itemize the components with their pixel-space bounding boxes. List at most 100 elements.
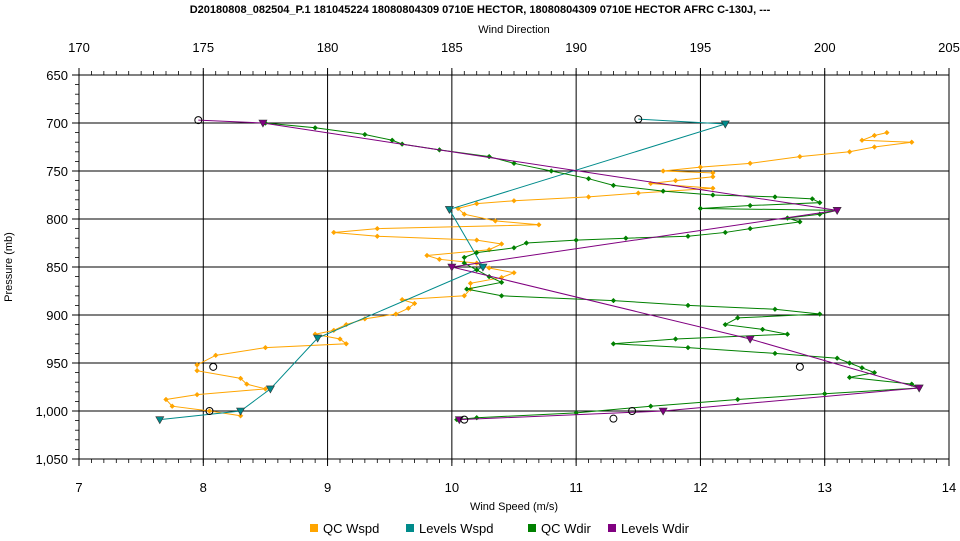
data-point	[194, 391, 200, 398]
data-point	[747, 225, 753, 232]
data-point	[511, 270, 517, 276]
series-line	[159, 118, 726, 421]
legend-swatch	[310, 524, 318, 532]
data-point	[461, 254, 468, 261]
data-point	[343, 321, 349, 328]
data-point	[623, 235, 629, 241]
bottom-tick-label: 9	[324, 480, 331, 495]
data-point	[672, 177, 679, 184]
top-tick-label: 185	[441, 40, 463, 55]
data-point	[464, 286, 470, 292]
data-point	[610, 341, 617, 347]
y-tick-label: 750	[46, 164, 68, 179]
data-point	[832, 207, 842, 215]
series-line	[164, 132, 912, 417]
data-point	[473, 267, 480, 273]
data-point	[647, 403, 654, 409]
data-point	[871, 132, 878, 139]
series-qc-wdir	[262, 120, 922, 423]
data-point	[610, 297, 617, 304]
data-point	[809, 196, 816, 202]
data-point	[914, 384, 924, 393]
top-tick-label: 175	[192, 40, 214, 55]
legend-swatch	[608, 524, 616, 532]
data-point	[331, 229, 337, 236]
data-point	[685, 302, 691, 309]
data-point	[658, 407, 668, 416]
data-point	[722, 229, 729, 236]
data-point	[473, 200, 480, 207]
y-tick-label: 900	[46, 308, 68, 323]
data-point	[734, 315, 741, 321]
data-point	[523, 240, 530, 246]
bottom-tick-label: 7	[75, 480, 82, 495]
data-point	[745, 335, 755, 344]
data-point	[393, 311, 399, 317]
data-point	[312, 125, 318, 131]
circle-marker	[609, 414, 618, 423]
data-point	[206, 408, 213, 414]
data-point	[672, 336, 679, 342]
data-point	[797, 153, 803, 160]
data-point	[194, 362, 200, 368]
legend-label: Levels Wspd	[419, 521, 493, 536]
circle-marker	[209, 362, 218, 371]
data-point	[846, 374, 853, 381]
data-point	[821, 390, 828, 397]
data-point	[772, 350, 778, 357]
data-point	[265, 385, 275, 394]
data-point	[660, 168, 666, 174]
legend-swatch	[528, 524, 536, 532]
legend-label: QC Wspd	[323, 521, 379, 536]
data-point	[697, 205, 704, 212]
data-point	[237, 413, 244, 419]
data-point	[908, 381, 915, 387]
data-point	[313, 334, 323, 343]
data-point	[797, 219, 803, 225]
bottom-tick-label: 14	[942, 480, 956, 495]
series-line	[265, 122, 922, 421]
plot-frame	[78, 74, 950, 460]
data-point	[362, 131, 368, 138]
circle-marker	[460, 415, 469, 424]
data-point	[467, 280, 474, 287]
data-point	[237, 375, 244, 382]
series-qc-wspd	[163, 129, 915, 419]
data-point	[884, 129, 890, 136]
top-tick-label: 170	[68, 40, 90, 55]
series-levels-wdir	[194, 116, 924, 425]
data-point	[244, 381, 250, 387]
y-tick-label: 700	[46, 116, 68, 131]
top-tick-label: 180	[317, 40, 339, 55]
series-start-marker	[634, 115, 643, 124]
series-levels-wspd	[155, 115, 730, 425]
data-point	[486, 265, 492, 271]
legend-label: Levels Wdir	[621, 521, 690, 536]
data-point	[262, 386, 269, 392]
data-point	[610, 182, 617, 189]
circle-marker	[795, 362, 804, 371]
bottom-tick-label: 13	[817, 480, 831, 495]
data-point	[697, 164, 704, 170]
data-point	[635, 190, 642, 196]
data-point	[784, 331, 791, 337]
data-point	[685, 233, 691, 240]
bottom-tick-label: 10	[445, 480, 459, 495]
data-point	[747, 202, 753, 209]
data-point	[374, 225, 381, 232]
data-point	[772, 306, 778, 312]
legend-swatch	[406, 524, 414, 532]
bottom-tick-label: 12	[693, 480, 707, 495]
chart-title: D20180808_082504_P.1 181045224 180808043…	[190, 4, 771, 16]
data-point	[163, 396, 169, 403]
data-point	[262, 344, 269, 351]
series-start-marker	[194, 116, 203, 125]
data-point	[859, 365, 865, 371]
circle-marker	[628, 407, 637, 415]
tick-labels: 7 8 9 10 11 12 13 14 170 175 180 185 190 195 200 205 650…	[35, 40, 959, 495]
data-point	[511, 245, 517, 251]
data-point	[585, 194, 592, 200]
data-point	[710, 192, 716, 198]
data-point	[444, 206, 454, 215]
